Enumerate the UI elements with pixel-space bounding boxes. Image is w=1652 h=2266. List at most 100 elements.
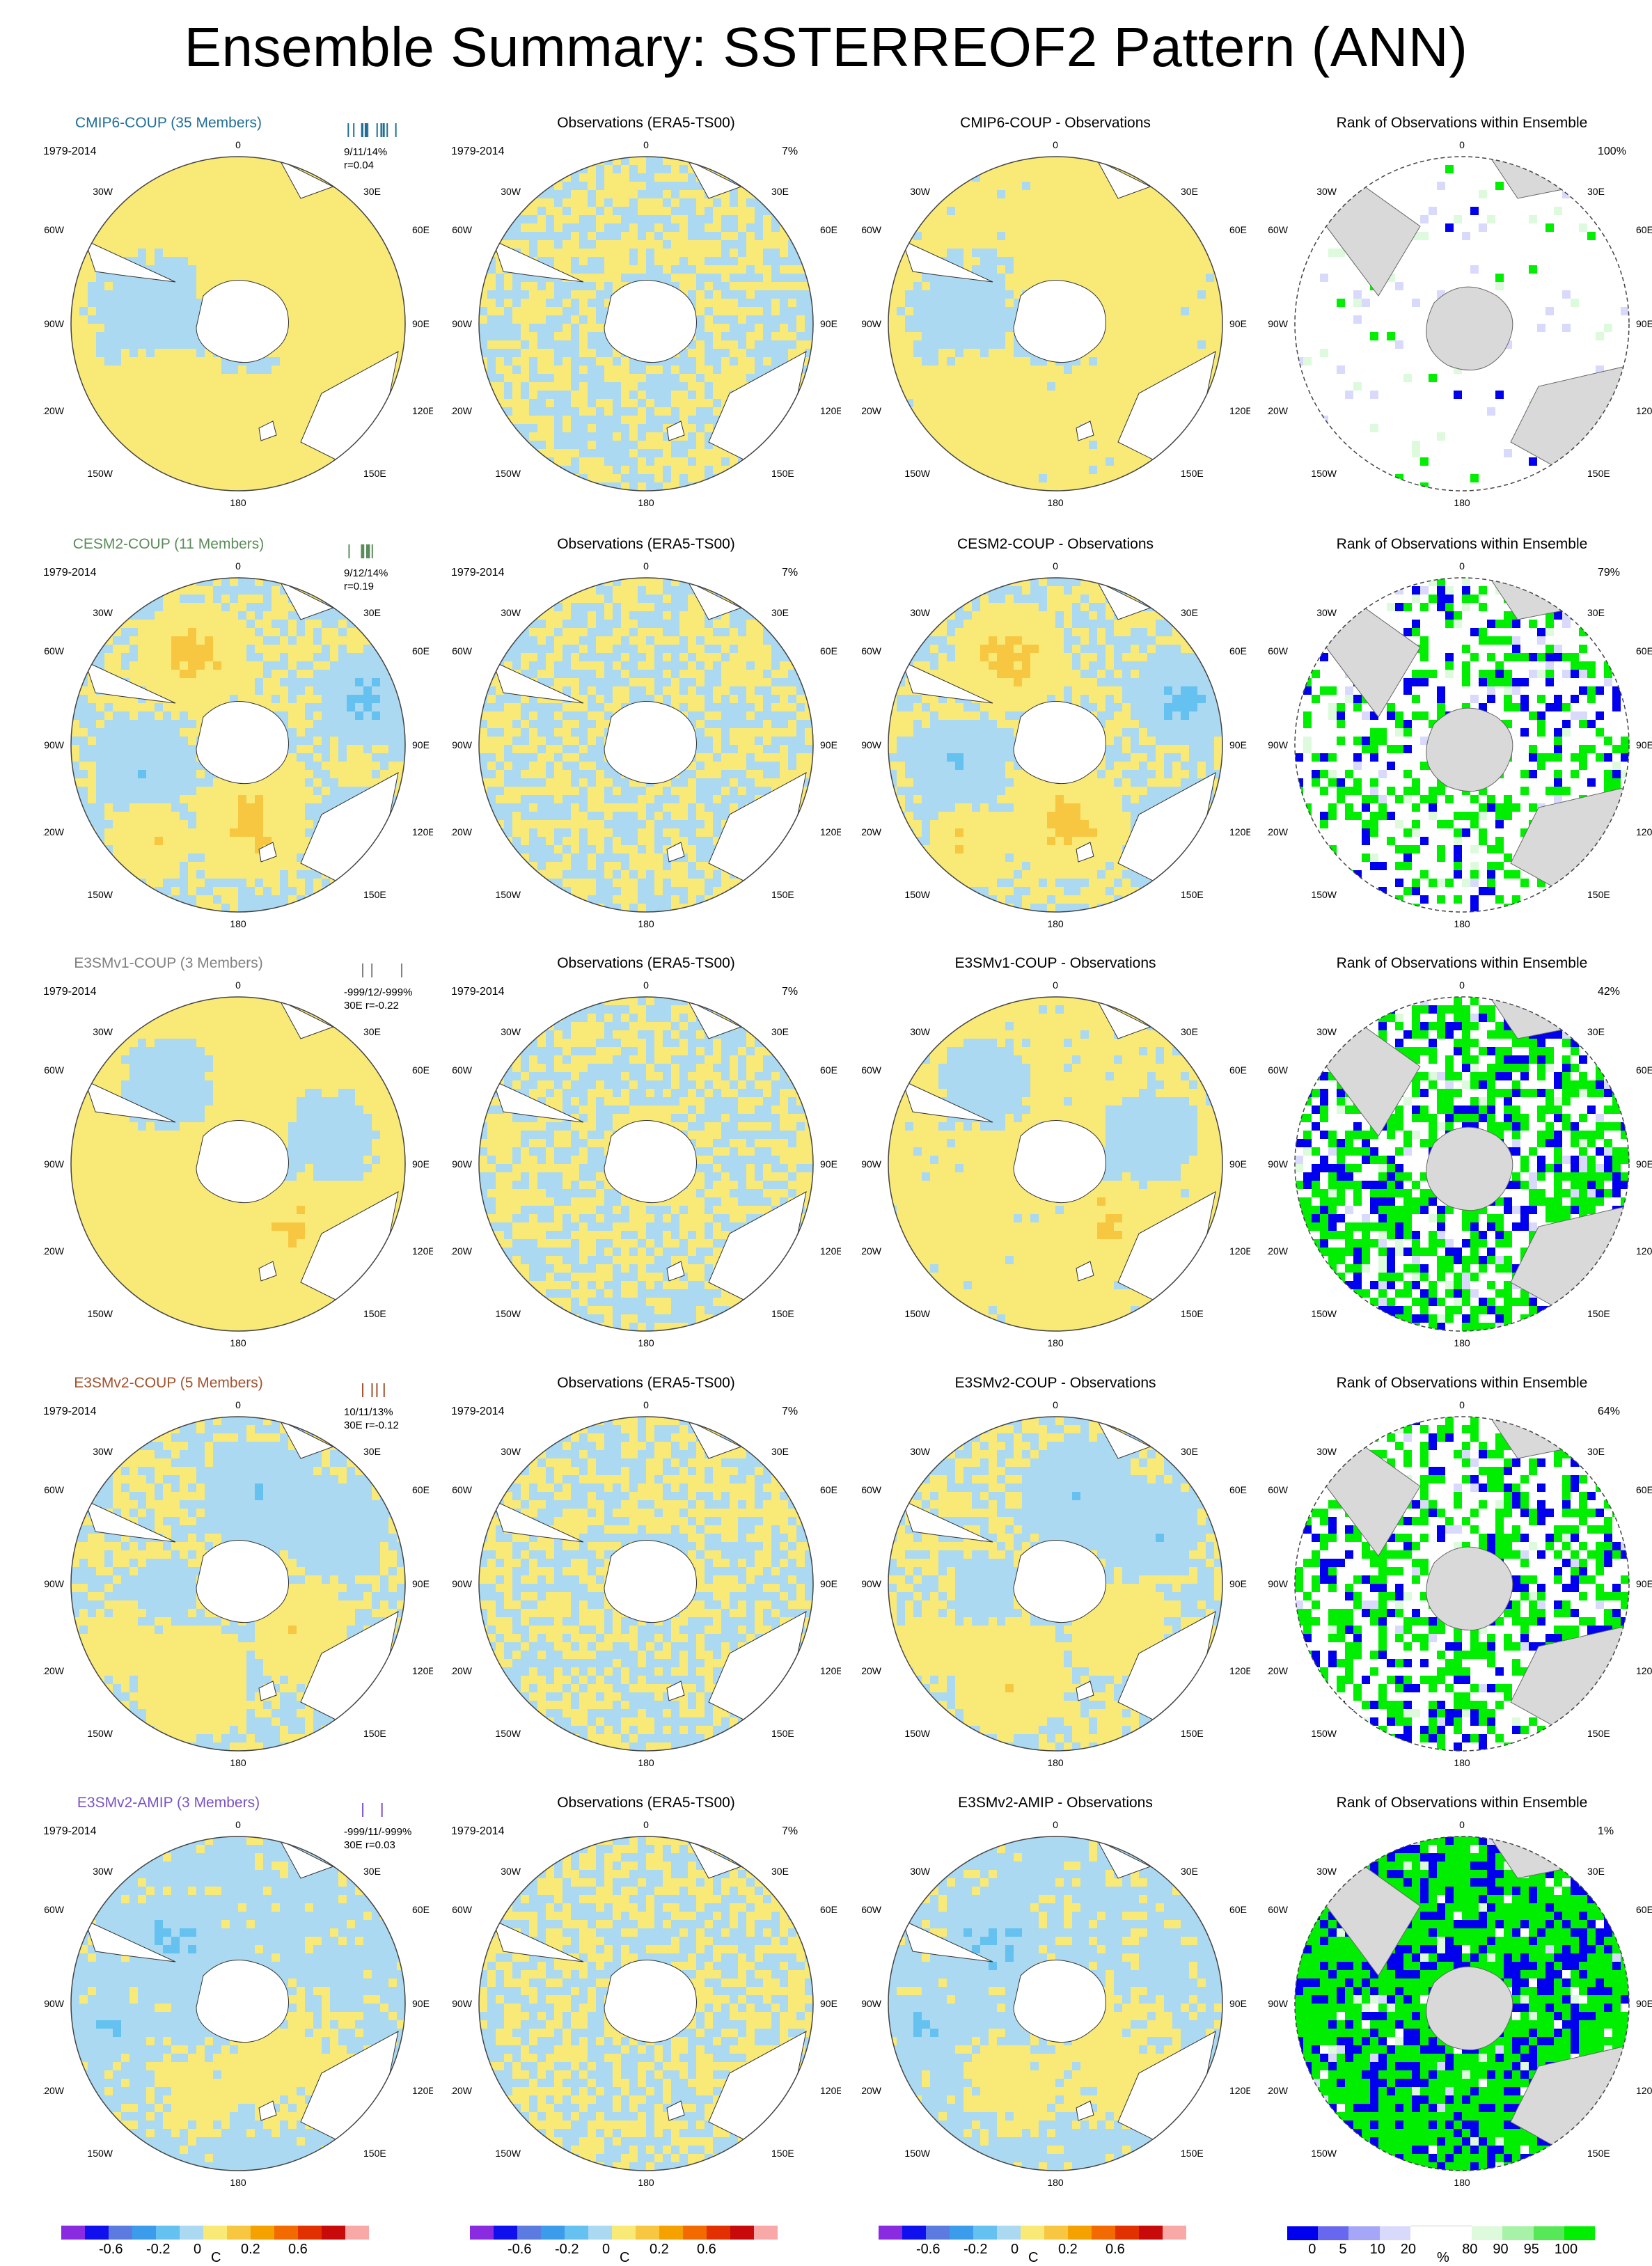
lon-label-e60: 60E (412, 1064, 430, 1076)
lon-label-e90: 90E (1229, 739, 1247, 750)
lon-label-ne: 30E (1181, 607, 1198, 618)
lon-label-nw: 30W (1316, 1446, 1337, 1457)
lon-label-w150: 150W (1311, 1308, 1337, 1319)
lon-label-w150: 150W (1311, 1728, 1337, 1739)
lon-label-e150: 150E (363, 1728, 386, 1739)
lon-label-e120: 120E (1229, 1665, 1250, 1676)
lon-label-w90: 90W (452, 1578, 473, 1589)
panel-title: Rank of Observations within Ensemble (1267, 955, 1652, 972)
colorbar-swatch (227, 2226, 251, 2240)
lon-label-w150: 150W (495, 1308, 521, 1319)
period-label: 1979-2014 (43, 1825, 97, 1838)
colorbar-tick: 100 (1555, 2242, 1578, 2258)
ensemble-stats: 9/11/14%r=0.04 (344, 145, 387, 172)
colorbar-swatch (274, 2226, 298, 2240)
lon-label-top: 0 (643, 1819, 649, 1830)
colorbar-tick: 10 (1370, 2242, 1385, 2258)
lon-label-w150: 150W (495, 889, 521, 900)
lon-label-e60: 60E (820, 224, 837, 235)
lon-label-e90: 90E (1229, 1158, 1247, 1170)
model-map: 030W30E60W60E90W90E120W120E150W150E180 (43, 1795, 433, 2212)
obs-map: 030W30E60W60E90W90E120W120E150W150E180 (451, 1795, 841, 2212)
lon-label-w90: 90W (1268, 739, 1289, 750)
colorbar-swatch (997, 2226, 1021, 2240)
colorbar-swatch (470, 2226, 494, 2240)
lon-label-w150: 150W (904, 1728, 930, 1739)
lon-label-e60: 60E (1636, 645, 1652, 656)
lon-label-ne: 30E (771, 1446, 789, 1457)
panel-title: Rank of Observations within Ensemble (1267, 1375, 1652, 1392)
colorbar-swatch (730, 2226, 754, 2240)
lon-label-nw: 30W (501, 1866, 521, 1877)
lon-label-w90: 90W (452, 739, 473, 750)
lon-label-e120: 120E (1229, 1245, 1250, 1257)
colorbar-tick: 80 (1462, 2242, 1477, 2258)
lon-label-e90: 90E (820, 1998, 837, 2009)
variance-pct: 7% (782, 1406, 798, 1418)
lon-label-nw: 30W (501, 1026, 521, 1037)
lon-label-e90: 90E (412, 739, 430, 750)
stats-line: 9/12/14% (344, 567, 388, 580)
panel-title: E3SMv2-AMIP (3 Members) (0, 1795, 363, 1811)
diff-map: 030W30E60W60E90W90E120W120E150W150E180 (860, 115, 1250, 533)
lon-label-bottom: 180 (1047, 1337, 1064, 1348)
lon-label-nw: 30W (93, 1866, 113, 1877)
obs-map: 030W30E60W60E90W90E120W120E150W150E180 (451, 536, 841, 954)
variance-pct: 7% (782, 145, 798, 158)
rank-colorbar (1287, 2226, 1595, 2240)
colorbar-swatch (973, 2226, 997, 2240)
lon-label-w60: 60W (452, 645, 473, 656)
lon-label-bottom: 180 (230, 1337, 246, 1348)
lon-label-e60: 60E (1636, 1064, 1652, 1076)
lon-label-w60: 60W (861, 1064, 882, 1076)
lon-label-e150: 150E (1587, 1308, 1610, 1319)
diff-map: 030W30E60W60E90W90E120W120E150W150E180 (860, 955, 1250, 1373)
lon-label-w90: 90W (1268, 318, 1289, 329)
panel-title: E3SMv2-COUP (5 Members) (0, 1375, 363, 1392)
panel-r2-c3: 030W30E60W60E90W90E120W120E150W150E180Ra… (1267, 955, 1652, 1373)
rank-pct: 1% (1598, 1825, 1614, 1838)
panel-r1-c2: 030W30E60W60E90W90E120W120E150W150E180CE… (860, 536, 1250, 954)
panel-r3-c0: 030W30E60W60E90W90E120W120E150W150E180E3… (43, 1375, 433, 1793)
lon-label-e120: 120E (1636, 2085, 1652, 2096)
lon-label-w60: 60W (1268, 1904, 1289, 1915)
lon-label-nw: 30W (501, 186, 521, 197)
colorbar-swatch (1410, 2226, 1441, 2240)
lon-label-e90: 90E (1229, 318, 1247, 329)
colorbar-swatch (1115, 2226, 1139, 2240)
colorbar-tick: 95 (1524, 2242, 1539, 2258)
sst-colorbar-2 (879, 2226, 1186, 2240)
lon-label-bottom: 180 (638, 2177, 654, 2188)
member-spread-bars (344, 1800, 407, 1820)
lon-label-e150: 150E (363, 2148, 386, 2159)
lon-label-e120: 120E (412, 405, 433, 416)
panel-r1-c1: 030W30E60W60E90W90E120W120E150W150E180Ob… (451, 536, 841, 954)
colorbar-swatch (926, 2226, 950, 2240)
ensemble-stats: -999/11/-999%30E r=0.03 (344, 1825, 411, 1852)
lon-label-top: 0 (1459, 139, 1465, 150)
lon-label-w120: 120W (860, 2085, 882, 2096)
colorbar-tick: 0 (194, 2242, 201, 2258)
colorbar-tick: -0.6 (99, 2242, 123, 2258)
antarctica (196, 1541, 289, 1623)
lon-label-w60: 60W (44, 1904, 65, 1915)
lon-label-w150: 150W (904, 468, 930, 479)
colorbar-tick: 90 (1493, 2242, 1508, 2258)
lon-label-nw: 30W (1316, 1026, 1337, 1037)
rank-map: 030W30E60W60E90W90E120W120E150W150E180 (1267, 955, 1652, 1373)
lon-label-ne: 30E (1181, 1026, 1198, 1037)
lon-label-top: 0 (1459, 1819, 1465, 1830)
lon-label-e90: 90E (1636, 318, 1652, 329)
lon-label-e90: 90E (1636, 1158, 1652, 1170)
lon-label-e120: 120E (1636, 405, 1652, 416)
colorbar-swatch (1287, 2226, 1318, 2240)
lon-label-w60: 60W (44, 1064, 65, 1076)
lon-label-e60: 60E (412, 645, 430, 656)
stats-line: 30E r=-0.12 (344, 1419, 399, 1432)
panel-r0-c3: 030W30E60W60E90W90E120W120E150W150E180Ra… (1267, 115, 1652, 533)
lon-label-w120: 120W (43, 2085, 65, 2096)
lon-label-e60: 60E (1636, 1484, 1652, 1495)
lon-label-e90: 90E (1229, 1578, 1247, 1589)
lon-label-ne: 30E (1587, 607, 1605, 618)
lon-label-w60: 60W (44, 224, 65, 235)
